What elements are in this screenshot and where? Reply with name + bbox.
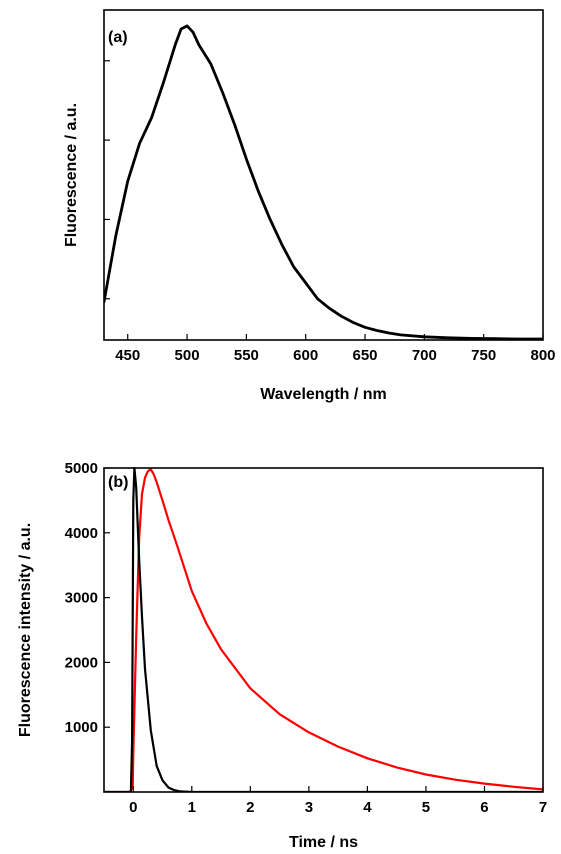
panel-a-x-tick-label: 550 — [234, 347, 259, 364]
panel-b-y-tick-label: 1000 — [65, 719, 98, 736]
panel-b-x-tick-label: 5 — [422, 799, 430, 816]
panel-a-frame — [103, 9, 544, 341]
panel-a-x-tick-label: 450 — [115, 347, 140, 364]
panel-b-y-title: Fluorescence intensity / a.u. — [17, 523, 34, 737]
panel-b-frame — [103, 467, 544, 793]
panel-b-y-tick-label: 2000 — [65, 654, 98, 671]
panel-a-x-title: Wavelength / nm — [260, 386, 387, 403]
panel-a-x-tick-label: 500 — [175, 347, 200, 364]
panel-a-series — [104, 24, 543, 340]
panel-b-series-line-2 — [104, 466, 543, 792]
panel-b-label: (b) — [108, 474, 128, 491]
panel-b-x-tick-label: 6 — [480, 799, 488, 816]
panel-b-ticks: 0 1 2 3 4 5 6 7 1000 2000 3000 4000 5000 — [65, 460, 548, 816]
panel-a-series-line-1 — [104, 24, 543, 340]
panel-b-x-tick-label: 4 — [363, 799, 372, 816]
panel-a-y-title: Fluorescence / a.u. — [63, 103, 80, 247]
panel-a-x-tick-label: 650 — [353, 347, 378, 364]
panel-a-x-tick-label: 750 — [471, 347, 496, 364]
panel-a-ticks: 450 500 550 600 650 700 750 800 — [104, 60, 556, 364]
panel-a-x-tick-label: 600 — [293, 347, 318, 364]
panel-b-x-tick-label: 3 — [305, 799, 313, 816]
panel-b-series-line-1 — [104, 468, 543, 792]
panel-b-x-tick-label: 1 — [188, 799, 196, 816]
panel-b-series — [104, 466, 543, 792]
panel-b: 0 1 2 3 4 5 6 7 1000 2000 3000 4000 5000 (b) Time / … — [17, 460, 547, 851]
panel-b-x-tick-label: 2 — [246, 799, 254, 816]
panel-a-x-tick-label: 700 — [412, 347, 437, 364]
panel-b-x-title: Time / ns — [289, 834, 358, 851]
panel-a-label: (a) — [108, 29, 128, 46]
panel-b-y-tick-label: 4000 — [65, 525, 98, 542]
panel-b-y-tick-label: 5000 — [65, 460, 98, 477]
panel-b-x-tick-label: 7 — [539, 799, 547, 816]
panel-b-x-tick-label: 0 — [129, 799, 137, 816]
panel-b-y-tick-label: 3000 — [65, 590, 98, 607]
panel-a: 450 500 550 600 650 700 750 800 (a) Wavelength … — [63, 9, 556, 403]
panel-a-x-tick-label: 800 — [530, 347, 555, 364]
